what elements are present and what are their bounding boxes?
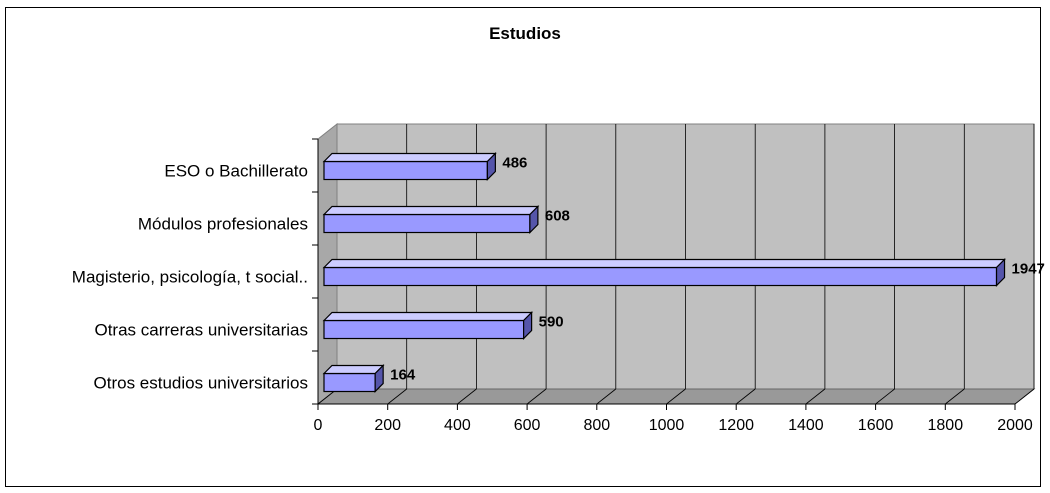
floor-gridline [666, 388, 686, 405]
x-tick-label: 1800 [928, 417, 964, 434]
floor-gridline [387, 388, 407, 405]
chart-title: Estudios [489, 24, 561, 43]
bar [323, 213, 531, 234]
data-label: 590 [539, 314, 564, 331]
labels: 0 200 400 600 800 1000 1200 1400 1600 1800 2000 ESO… [72, 155, 1045, 435]
bar-side [523, 311, 533, 340]
axes [312, 138, 1016, 410]
x-tick-label: 0 [314, 417, 323, 434]
gridlines [317, 124, 1035, 405]
floor-gridline [735, 388, 756, 405]
bars [322, 152, 1006, 393]
bar [323, 266, 998, 287]
data-label: 164 [390, 367, 416, 384]
x-tick-label: 1000 [649, 417, 685, 434]
data-label: 486 [502, 155, 527, 172]
bar-top [322, 152, 497, 163]
bar [323, 319, 525, 340]
x-tick-label: 600 [514, 417, 541, 434]
floor-gridline [457, 388, 477, 405]
data-label: 1947 [1012, 261, 1045, 278]
x-tick-label: 1200 [718, 417, 754, 434]
bar-top [322, 311, 534, 322]
category-label: Otras carreras universitarias [94, 321, 308, 340]
floor-gridline [1014, 388, 1035, 405]
bar-side [374, 364, 384, 393]
bar-top [322, 258, 1006, 269]
x-tick-label: 1400 [788, 417, 824, 434]
x-tick-label: 200 [374, 417, 401, 434]
floor-gridline [875, 388, 895, 405]
x-tick-label: 400 [444, 417, 471, 434]
category-label: Módulos profesionales [138, 215, 308, 234]
bar-side [995, 258, 1006, 287]
bar-side [529, 205, 539, 234]
floor-gridline [596, 388, 617, 405]
bar [323, 160, 488, 181]
category-label: Otros estudios universitarios [94, 374, 308, 393]
floor-gridline [945, 388, 965, 405]
bar [323, 372, 376, 393]
x-tick-label: 2000 [997, 417, 1033, 434]
category-label: ESO o Bachillerato [164, 162, 308, 181]
x-tick-label: 800 [583, 417, 610, 434]
category-label: Magisterio, psicología, t social.. [72, 268, 308, 287]
bar-side [486, 152, 496, 181]
x-tick-label: 1600 [858, 417, 894, 434]
floor-gridline [805, 388, 826, 405]
data-label: 608 [545, 208, 570, 225]
bar-top [322, 205, 540, 216]
floor-gridline [526, 388, 547, 405]
bar-top [322, 364, 385, 375]
